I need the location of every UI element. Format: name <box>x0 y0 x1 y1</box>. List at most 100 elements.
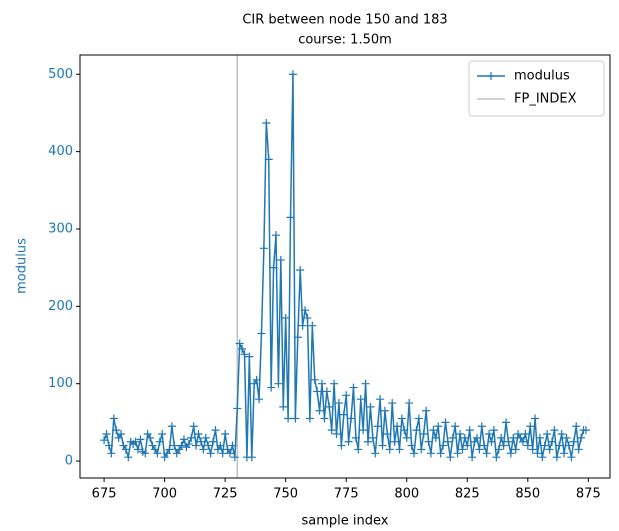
data-marker <box>378 441 387 450</box>
data-marker <box>480 441 489 450</box>
data-marker <box>233 404 242 413</box>
data-marker <box>424 437 433 446</box>
data-marker <box>322 387 331 396</box>
x-tick-label: 675 <box>92 487 117 502</box>
data-marker <box>259 244 268 253</box>
data-marker <box>158 429 167 438</box>
data-marker <box>521 429 530 438</box>
data-marker <box>337 441 346 450</box>
data-marker <box>397 414 406 423</box>
data-marker <box>184 440 193 449</box>
data-marker <box>109 414 118 423</box>
data-marker <box>504 437 513 446</box>
data-marker <box>557 429 566 438</box>
data-marker <box>492 453 501 462</box>
data-marker <box>489 426 498 435</box>
data-marker <box>141 449 150 458</box>
data-marker <box>206 449 215 458</box>
data-marker <box>274 379 283 388</box>
data-marker <box>247 453 256 462</box>
data-marker <box>349 383 358 392</box>
data-marker <box>560 449 569 458</box>
data-marker <box>436 449 445 458</box>
data-marker <box>475 445 484 454</box>
legend-box <box>468 60 605 117</box>
data-marker <box>136 435 145 444</box>
data-marker <box>383 429 392 438</box>
data-marker <box>356 395 365 404</box>
data-marker <box>245 352 254 361</box>
x-tick-label: 850 <box>515 487 540 502</box>
data-marker <box>313 387 322 396</box>
data-marker <box>400 426 409 435</box>
data-marker <box>354 445 363 454</box>
data-marker <box>376 395 385 404</box>
data-marker <box>271 231 280 240</box>
x-tick-label: 700 <box>152 487 177 502</box>
data-marker <box>153 449 162 458</box>
data-marker <box>390 437 399 446</box>
data-marker <box>380 406 389 415</box>
data-marker <box>417 445 426 454</box>
data-marker <box>538 453 547 462</box>
x-tick-label: 775 <box>334 487 359 502</box>
data-marker <box>567 453 576 462</box>
data-marker <box>518 437 527 446</box>
data-marker <box>155 437 164 446</box>
data-marker <box>431 433 440 442</box>
data-marker <box>221 429 230 438</box>
y-tick-label: 200 <box>48 299 73 314</box>
data-marker <box>426 449 435 458</box>
data-marker <box>405 399 414 408</box>
data-marker <box>124 453 133 462</box>
data-marker <box>502 418 511 427</box>
data-marker <box>545 445 554 454</box>
data-marker <box>347 414 356 423</box>
data-marker <box>414 414 423 423</box>
data-marker <box>298 321 307 330</box>
data-marker <box>117 429 126 438</box>
data-marker <box>412 426 421 435</box>
y-tick-label: 400 <box>48 144 73 159</box>
data-marker <box>361 379 370 388</box>
data-marker <box>179 435 188 444</box>
data-marker <box>255 395 264 404</box>
chart-subtitle: course: 1.50m <box>298 33 392 48</box>
data-marker <box>555 441 564 450</box>
data-marker <box>194 429 203 438</box>
data-marker <box>388 399 397 408</box>
x-tick-label: 825 <box>455 487 480 502</box>
data-marker <box>327 426 336 435</box>
data-marker <box>485 429 494 438</box>
data-marker <box>441 418 450 427</box>
data-marker <box>439 441 448 450</box>
data-marker <box>288 70 297 79</box>
data-marker <box>366 402 375 411</box>
data-marker <box>301 306 310 315</box>
data-marker <box>523 441 532 450</box>
data-marker <box>468 453 477 462</box>
data-marker <box>216 441 225 450</box>
data-marker <box>296 265 305 274</box>
axes-frame <box>79 54 611 479</box>
data-marker <box>303 313 312 322</box>
data-marker <box>482 449 491 458</box>
data-marker <box>305 414 314 423</box>
data-marker <box>165 445 174 454</box>
data-marker <box>339 410 348 419</box>
data-marker <box>359 426 368 435</box>
data-marker <box>434 422 443 431</box>
data-marker <box>368 433 377 442</box>
data-marker <box>393 422 402 431</box>
data-marker <box>511 445 520 454</box>
y-tick-label: 500 <box>48 67 73 82</box>
data-marker <box>543 429 552 438</box>
data-marker <box>170 441 179 450</box>
data-marker <box>506 449 515 458</box>
data-marker <box>291 414 300 423</box>
chart-title: CIR between node 150 and 183 <box>242 13 447 28</box>
y-tick-label: 100 <box>48 376 73 391</box>
data-marker <box>276 255 285 264</box>
data-marker <box>533 449 542 458</box>
data-marker <box>385 445 394 454</box>
